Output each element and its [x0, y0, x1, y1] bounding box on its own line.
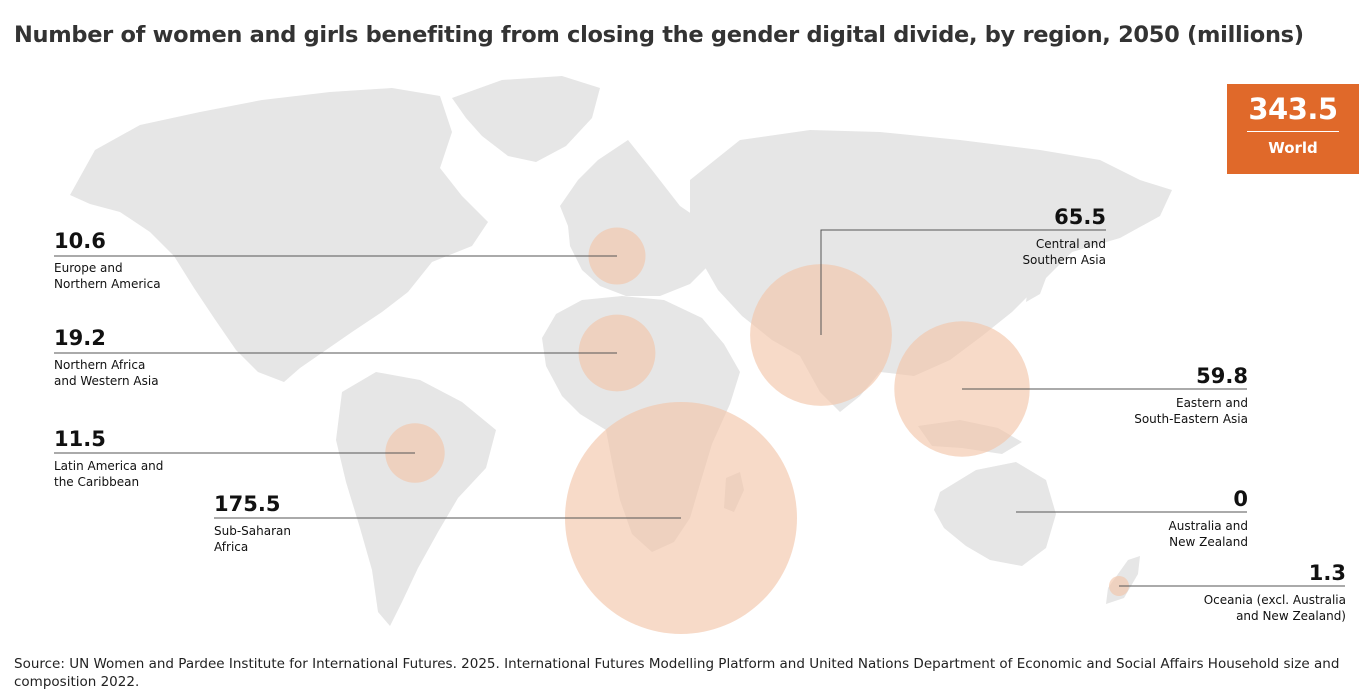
- region-value: 59.8: [1196, 364, 1248, 388]
- land-australia: [934, 462, 1056, 566]
- source-note: Source: UN Women and Pardee Institute fo…: [14, 656, 1340, 690]
- leader-line-central-southern-asia: [820, 229, 1106, 335]
- region-label-central-southern-asia: 65.5 Central and Southern Asia: [906, 205, 1106, 268]
- region-name: Central and Southern Asia: [1022, 237, 1106, 267]
- region-value: 175.5: [214, 492, 281, 516]
- world-total-box: 343.5 World: [1227, 84, 1359, 174]
- land-south-america: [336, 372, 496, 626]
- world-total-divider: [1247, 131, 1339, 132]
- chart-title: Number of women and girls benefiting fro…: [14, 22, 1304, 48]
- region-label-northern-africa-western-asia: 19.2 Northern Africa and Western Asia: [54, 326, 254, 389]
- region-label-eastern-south-eastern-asia: 59.8 Eastern and South-Eastern Asia: [1048, 364, 1248, 427]
- region-label-sub-saharan-africa: 175.5 Sub-Saharan Africa: [214, 492, 414, 555]
- region-label-australia-new-zealand: 0 Australia and New Zealand: [1048, 487, 1248, 550]
- region-value: 10.6: [54, 229, 106, 253]
- region-value: 19.2: [54, 326, 106, 350]
- region-name: Latin America and the Caribbean: [54, 459, 164, 489]
- region-value: 0: [1233, 487, 1248, 511]
- land-greenland: [452, 76, 600, 162]
- region-label-oceania-excl: 1.3 Oceania (excl. Australia and New Zea…: [1146, 561, 1346, 624]
- region-label-latin-america-caribbean: 11.5 Latin America and the Caribbean: [54, 427, 254, 490]
- region-name: Oceania (excl. Australia and New Zealand…: [1203, 593, 1346, 623]
- region-value: 11.5: [54, 427, 106, 451]
- region-name: Australia and New Zealand: [1168, 519, 1248, 549]
- region-name: Sub-Saharan Africa: [214, 524, 291, 554]
- region-label-europe-northern-america: 10.6 Europe and Northern America: [54, 229, 254, 292]
- land-north-america: [70, 88, 488, 382]
- region-value: 1.3: [1308, 561, 1346, 585]
- land-japan: [1026, 232, 1052, 302]
- region-name: Eastern and South-Eastern Asia: [1134, 396, 1248, 426]
- world-total-label: World: [1268, 139, 1318, 157]
- region-value: 65.5: [1054, 205, 1106, 229]
- leader-lines: [54, 229, 1345, 587]
- region-name: Europe and Northern America: [54, 261, 161, 291]
- region-name: Northern Africa and Western Asia: [54, 358, 159, 388]
- world-total-value: 343.5: [1248, 92, 1338, 126]
